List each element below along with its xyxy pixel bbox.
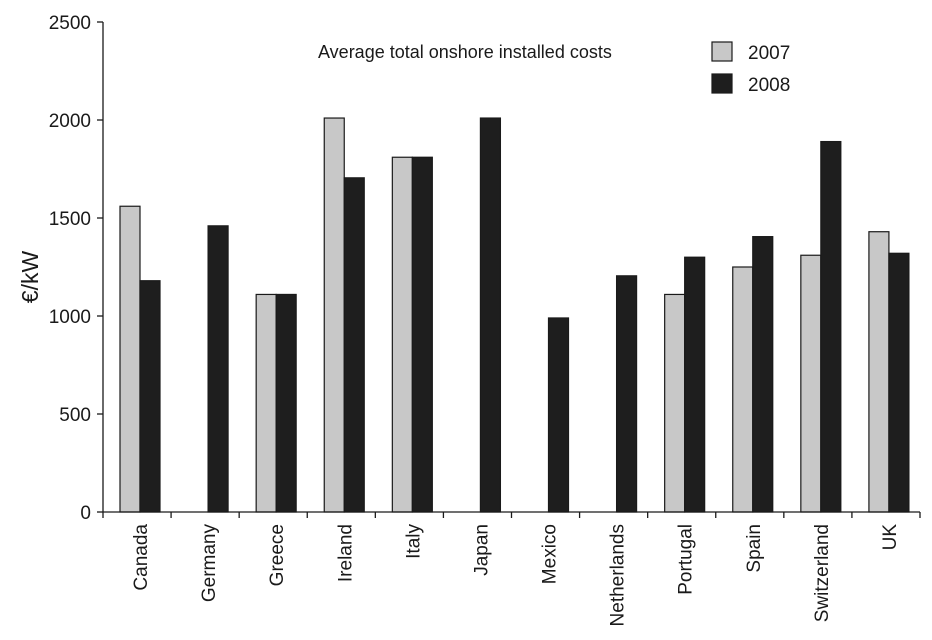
bar-2008-ireland xyxy=(343,177,365,513)
y-tick-label: 1500 xyxy=(49,209,91,230)
legend-swatch-2007 xyxy=(711,41,733,62)
x-category-label: Ireland xyxy=(335,524,356,582)
chart-annotation: Average total onshore installed costs xyxy=(318,42,612,62)
bar-2007-greece xyxy=(255,293,277,513)
x-category-label: Mexico xyxy=(540,524,561,584)
x-category-label: Japan xyxy=(471,524,492,576)
legend-swatch-2008 xyxy=(711,73,733,94)
bar-2008-japan xyxy=(479,117,502,513)
bar-2007-ireland xyxy=(323,117,345,513)
x-category-label: Switzerland xyxy=(812,524,833,622)
legend: 2007 2008 xyxy=(711,41,790,96)
bar-2008-mexico xyxy=(547,317,570,513)
bar-2008-germany xyxy=(207,225,229,513)
bar-2008-portugal xyxy=(684,256,706,513)
x-category-label: Netherlands xyxy=(608,524,629,626)
bar-2008-greece xyxy=(275,293,297,513)
bar-2007-switzerland xyxy=(800,254,822,513)
y-tick-label: 2000 xyxy=(49,111,91,132)
bar-2007-canada xyxy=(119,205,141,513)
bar-2007-portugal xyxy=(664,293,686,513)
bar-2008-spain xyxy=(752,236,774,513)
legend-label-2007: 2007 xyxy=(748,43,790,64)
axes-group: 0 500 1000 1500 2000 2500 Canada Germany Greece I… xyxy=(49,13,921,626)
x-category-label: Portugal xyxy=(676,524,697,595)
bar-2008-italy xyxy=(411,156,433,513)
bar-2007-spain xyxy=(732,266,754,513)
x-category-label: Italy xyxy=(403,524,424,559)
x-category-label: Greece xyxy=(267,524,288,586)
bar-2008-canada xyxy=(139,280,161,513)
x-category-label: Canada xyxy=(131,524,152,591)
bar-2007-italy xyxy=(391,156,413,513)
bar-2007-uk xyxy=(868,231,890,513)
bar-2008-netherlands xyxy=(615,275,638,513)
y-tick-label: 1000 xyxy=(49,307,91,328)
y-tick-label: 500 xyxy=(59,405,91,426)
bar-2008-uk xyxy=(888,252,910,513)
y-axis-title: €/kW xyxy=(17,251,43,304)
x-category-label: Spain xyxy=(744,524,765,573)
x-category-label: Germany xyxy=(199,524,220,603)
bars-group xyxy=(119,117,910,513)
x-category-label: UK xyxy=(880,524,901,551)
y-tick-label: 2500 xyxy=(49,13,91,34)
legend-label-2008: 2008 xyxy=(748,75,790,96)
y-tick-label: 0 xyxy=(80,503,91,524)
bar-2008-switzerland xyxy=(820,140,842,513)
